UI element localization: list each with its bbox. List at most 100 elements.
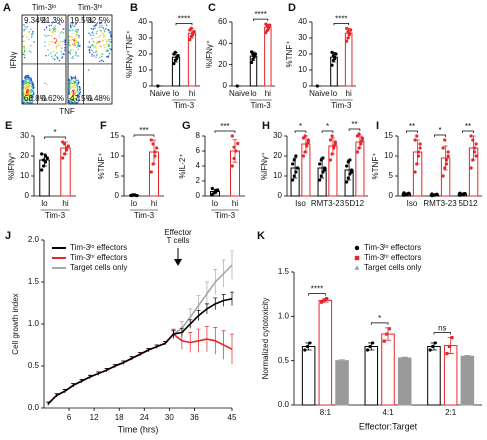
flow-event	[28, 38, 30, 41]
flow-event	[91, 50, 94, 52]
flow-event	[31, 35, 33, 37]
data-point	[305, 142, 309, 146]
flow-event	[27, 90, 29, 92]
flow-event	[68, 78, 70, 80]
panel-letter: B	[130, 2, 138, 14]
significance-label: *	[378, 314, 381, 323]
flow-event	[93, 34, 95, 37]
data-point	[266, 26, 271, 30]
flow-event	[43, 28, 46, 31]
flow-event	[48, 43, 51, 46]
flow-event	[23, 24, 25, 26]
flow-event	[92, 45, 94, 47]
panel-letter: A	[3, 2, 11, 14]
flow-event	[74, 92, 77, 94]
error-bar	[401, 356, 408, 360]
flow-event	[104, 22, 106, 24]
flow-event	[101, 53, 103, 55]
data-point	[319, 174, 323, 178]
x-tick-label: 24	[140, 413, 149, 422]
y-tick-label: 0	[389, 191, 394, 200]
error-bar	[443, 145, 448, 171]
flow-event	[73, 39, 75, 42]
flow-event	[68, 83, 70, 86]
flow-quadrant-events	[68, 75, 81, 104]
flow-event	[22, 90, 24, 93]
data-point	[294, 170, 298, 174]
flow-event	[110, 41, 112, 43]
flow-event	[28, 99, 30, 101]
flow-event	[73, 80, 75, 82]
flow-event	[22, 101, 25, 104]
data-point	[291, 162, 295, 166]
flow-event	[27, 78, 29, 81]
flow-event	[98, 26, 101, 28]
flow-quadrant-events	[68, 22, 81, 59]
significance-label: ****	[178, 15, 190, 24]
flow-event	[69, 24, 72, 26]
y-axis-label: IFNγ	[9, 52, 18, 69]
flow-event	[74, 86, 76, 88]
flow-event	[58, 36, 61, 39]
data-point	[474, 142, 478, 146]
y-tick-label: 30	[138, 33, 147, 42]
flow-event	[78, 35, 80, 37]
flow-event	[29, 82, 31, 85]
significance-bracket	[294, 130, 307, 133]
y-axis-label: %IFNγ⁺	[260, 152, 269, 180]
x-tick-label: 12	[90, 413, 99, 422]
y-tick-label: 20	[20, 151, 29, 160]
flow-event	[25, 50, 28, 52]
flow-event	[108, 29, 110, 32]
flow-event	[73, 99, 75, 102]
data-point	[415, 162, 419, 166]
y-tick-label: 60	[218, 17, 227, 26]
y-tick-label: 10	[20, 171, 29, 180]
data-point	[413, 138, 417, 142]
flow-event	[30, 83, 32, 85]
flow-event	[91, 38, 93, 40]
flow-event	[103, 29, 105, 31]
data-point	[330, 152, 334, 156]
flow-event	[23, 84, 25, 86]
flow-event	[89, 52, 91, 54]
flow-event	[57, 44, 59, 46]
data-point	[64, 146, 69, 150]
flow-event	[27, 102, 29, 104]
x-tick-label: 18	[115, 413, 124, 422]
flow-event	[23, 56, 26, 59]
quadrant-percent: 47.5%	[70, 94, 93, 103]
flow-event	[30, 77, 32, 79]
flow-event	[68, 89, 70, 91]
flow-event	[64, 47, 66, 49]
x-tick-label: 6	[67, 413, 72, 422]
flow-event	[76, 87, 79, 90]
data-point	[40, 152, 44, 156]
data-point	[443, 166, 447, 170]
data-point	[175, 57, 179, 61]
y-tick-label: 30	[273, 131, 282, 140]
flow-event	[31, 98, 33, 100]
data-point	[354, 245, 360, 251]
flow-event	[29, 100, 31, 102]
series-line	[47, 332, 233, 405]
data-point	[45, 156, 49, 160]
flow-event	[27, 84, 29, 86]
data-point	[232, 156, 236, 161]
flow-event	[72, 102, 75, 104]
significance-label: *	[53, 128, 56, 137]
flow-event	[109, 41, 111, 43]
flow-event	[58, 22, 60, 24]
y-tick-label: 10	[110, 151, 119, 160]
data-point	[191, 33, 195, 37]
data-point	[357, 132, 361, 136]
flow-event	[96, 53, 98, 55]
flow-event	[56, 52, 58, 54]
flow-event	[74, 30, 77, 32]
flow-event	[76, 102, 79, 104]
flow-event	[25, 80, 27, 83]
group-label: Tim-3	[331, 101, 352, 110]
legend-label: Tim-3ʰⁱ effectors	[364, 253, 421, 262]
flow-event	[95, 56, 97, 58]
significance-bracket	[406, 130, 418, 133]
